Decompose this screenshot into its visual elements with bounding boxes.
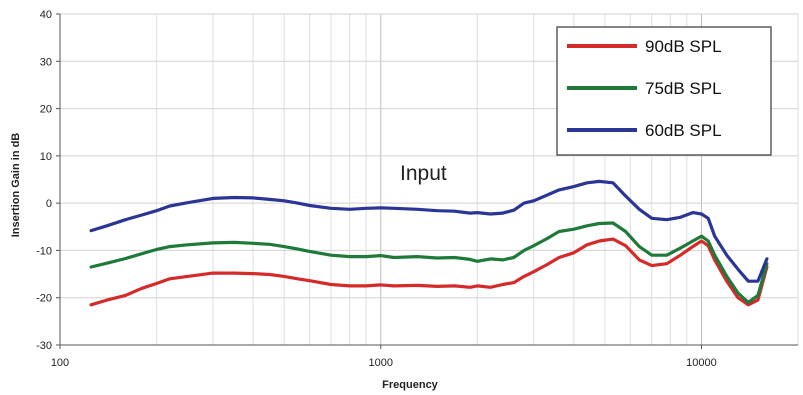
y-tick-label: 20 <box>40 104 52 116</box>
x-axis-title: Frequency <box>382 379 439 391</box>
legend-label-60db: 60dB SPL <box>645 121 722 140</box>
legend-label-75db: 75dB SPL <box>645 79 722 98</box>
tick-labels: -30 -20 -10 0 10 20 30 40 100 1000 10000 <box>36 9 717 369</box>
y-tick-label: 0 <box>46 198 52 210</box>
y-tick-label: 10 <box>40 151 52 163</box>
x-tick-label: 1000 <box>368 357 392 369</box>
y-tick-label: 30 <box>40 56 52 68</box>
y-tick-label: 40 <box>40 9 52 21</box>
axes <box>59 14 798 346</box>
legend-box <box>556 26 772 156</box>
y-axis-title: Insertion Gain in dB <box>10 133 22 238</box>
series-lines <box>89 179 769 307</box>
x-tick-label: 100 <box>51 357 69 369</box>
series-line-75db <box>89 221 769 304</box>
y-tick-label: -20 <box>36 293 52 305</box>
series-line-60db <box>89 179 769 283</box>
series-line-90db <box>89 237 769 307</box>
annotation-input: Input <box>400 162 447 185</box>
legend: 90dB SPL 75dB SPL 60dB SPL <box>556 26 772 156</box>
y-tick-label: -30 <box>36 340 52 352</box>
x-tick-label: 10000 <box>686 357 717 369</box>
y-tick-label: -10 <box>36 245 52 257</box>
legend-label-90db: 90dB SPL <box>645 37 722 56</box>
